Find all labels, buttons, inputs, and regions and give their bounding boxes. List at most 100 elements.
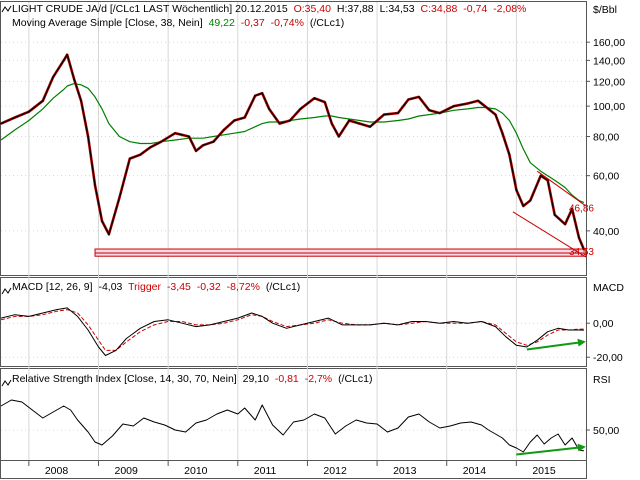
macd-legend-change: -0,32 (197, 281, 221, 293)
macd-y-tick-label: -20,00 (593, 352, 623, 364)
price-point (484, 105, 486, 108)
trend-line (536, 170, 587, 207)
price-legend-close: C:34,88 (421, 3, 458, 15)
price-point (383, 113, 385, 116)
price-unit-label: $/Bbl (593, 4, 617, 16)
price-point (522, 205, 525, 207)
price-point (80, 99, 82, 102)
price-point (14, 116, 16, 119)
macd-legend-trigger-value: -3,45 (167, 281, 191, 293)
price-point (417, 96, 420, 98)
price-point (337, 135, 340, 138)
price-point (553, 213, 556, 216)
trend-overlays: 46,86 34,53 (1, 5, 594, 456)
price-point (261, 92, 264, 95)
price-point (149, 146, 152, 149)
price-point (87, 135, 89, 138)
rsi-legend-source: (/CLc1) (338, 373, 372, 385)
price-point (466, 102, 469, 105)
price-point (222, 128, 225, 131)
x-axis-tick-label: 2010 (184, 465, 208, 477)
price-point (62, 59, 65, 62)
price-legend-icon (1, 5, 12, 13)
y-axis-labels: 40,00 60,00 80,00 100,00 120,00 140,00 160,00 0… (586, 37, 625, 437)
sma-legend-name: Moving Average Simple [Close, 38, Nein] (12, 17, 203, 29)
price-point (323, 101, 326, 104)
price-point (289, 119, 291, 122)
grid-lines (1, 2, 586, 460)
macd-legend-source: (/CLc1) (266, 281, 300, 293)
price-point (139, 153, 142, 156)
x-axis-tick-label: 2014 (463, 465, 487, 477)
price-point (108, 233, 110, 236)
sma-legend-value: 49,22 (209, 17, 235, 29)
rsi-legend-name: Relative Strength Index [Close, 14, 30, … (12, 373, 237, 385)
price-point (212, 140, 215, 143)
price-point (428, 109, 431, 112)
price-point (94, 184, 96, 186)
price-legend-name: LIGHT CRUDE JA/d [/CLc1 LAST Wöchentlich… (12, 3, 288, 15)
price-point (546, 179, 549, 182)
macd-legend-icon (1, 287, 12, 295)
rsi-legend: Relative Strength Index [Close, 14, 30, … (12, 373, 373, 385)
price-point (160, 140, 163, 143)
price-y-tick-label: 160,00 (593, 37, 625, 49)
price-y-tick-label: 100,00 (593, 101, 625, 113)
price-y-tick-label: 60,00 (593, 171, 619, 183)
rsi-legend-value: 29,10 (243, 373, 269, 385)
x-axis-tick-label: 2011 (254, 465, 277, 477)
sma-legend-change-pct: -0,74% (271, 17, 304, 29)
price-legend-change: -0,74 (463, 3, 487, 15)
price-point (397, 112, 399, 115)
price-point (195, 149, 197, 152)
rsi-legend-change-pct: -2,7% (305, 373, 332, 385)
price-annotation: 46,86 (569, 203, 594, 214)
macd-legend-name: MACD [12, 26, 9] (12, 281, 93, 293)
price-point (202, 144, 204, 147)
price-point (118, 196, 121, 199)
price-point (358, 122, 361, 125)
price-point (278, 122, 281, 125)
sma-38-line (0, 82, 585, 204)
price-point (578, 236, 580, 239)
legend-line-glyph (1, 379, 12, 387)
price-line (0, 54, 585, 250)
x-axis-tick-label: 2013 (393, 465, 417, 477)
macd-trigger-line (0, 309, 584, 351)
price-y-tick-label: 80,00 (593, 132, 619, 144)
price-point (508, 153, 511, 156)
macd-legend-value: -4,03 (98, 281, 122, 293)
price-point (348, 119, 351, 122)
price-point (369, 125, 372, 128)
price-point (128, 157, 131, 160)
legend-line-glyph (1, 5, 12, 13)
macd-line (0, 307, 584, 356)
macd-legend: MACD [12, 26, 9] -4,03 Trigger -3,45 -0,… (12, 281, 300, 293)
price-point (299, 108, 302, 110)
series-group (0, 53, 586, 453)
price-point (243, 116, 246, 119)
price-point (66, 53, 69, 56)
x-axis-tick-label: 2009 (115, 465, 139, 477)
sma-legend-change: -0,37 (241, 17, 265, 29)
price-point (268, 108, 271, 110)
price-legend-change-pct: -2,08% (493, 3, 526, 15)
price-point (539, 174, 542, 177)
price-point (330, 122, 333, 125)
price-point (494, 113, 497, 116)
price-point (477, 99, 479, 102)
price-legend: LIGHT CRUDE JA/d [/CLc1 LAST Wöchentlich… (12, 3, 526, 15)
rsi-panel-label: RSI (593, 374, 611, 386)
rsi-legend-icon (1, 379, 12, 387)
price-point (254, 94, 257, 97)
price-point (564, 223, 567, 226)
macd-legend-change-pct: -8,72% (227, 281, 260, 293)
rsi-divergence-arrow (516, 443, 586, 456)
price-point (101, 220, 103, 222)
macd-panel-label: MACD (593, 282, 624, 294)
price-y-tick-label: 40,00 (593, 226, 619, 238)
price-point (515, 189, 518, 191)
rsi-y-tick-label: 50,00 (593, 425, 619, 437)
x-axis-tick-label: 2012 (323, 465, 347, 477)
price-point (529, 199, 532, 202)
